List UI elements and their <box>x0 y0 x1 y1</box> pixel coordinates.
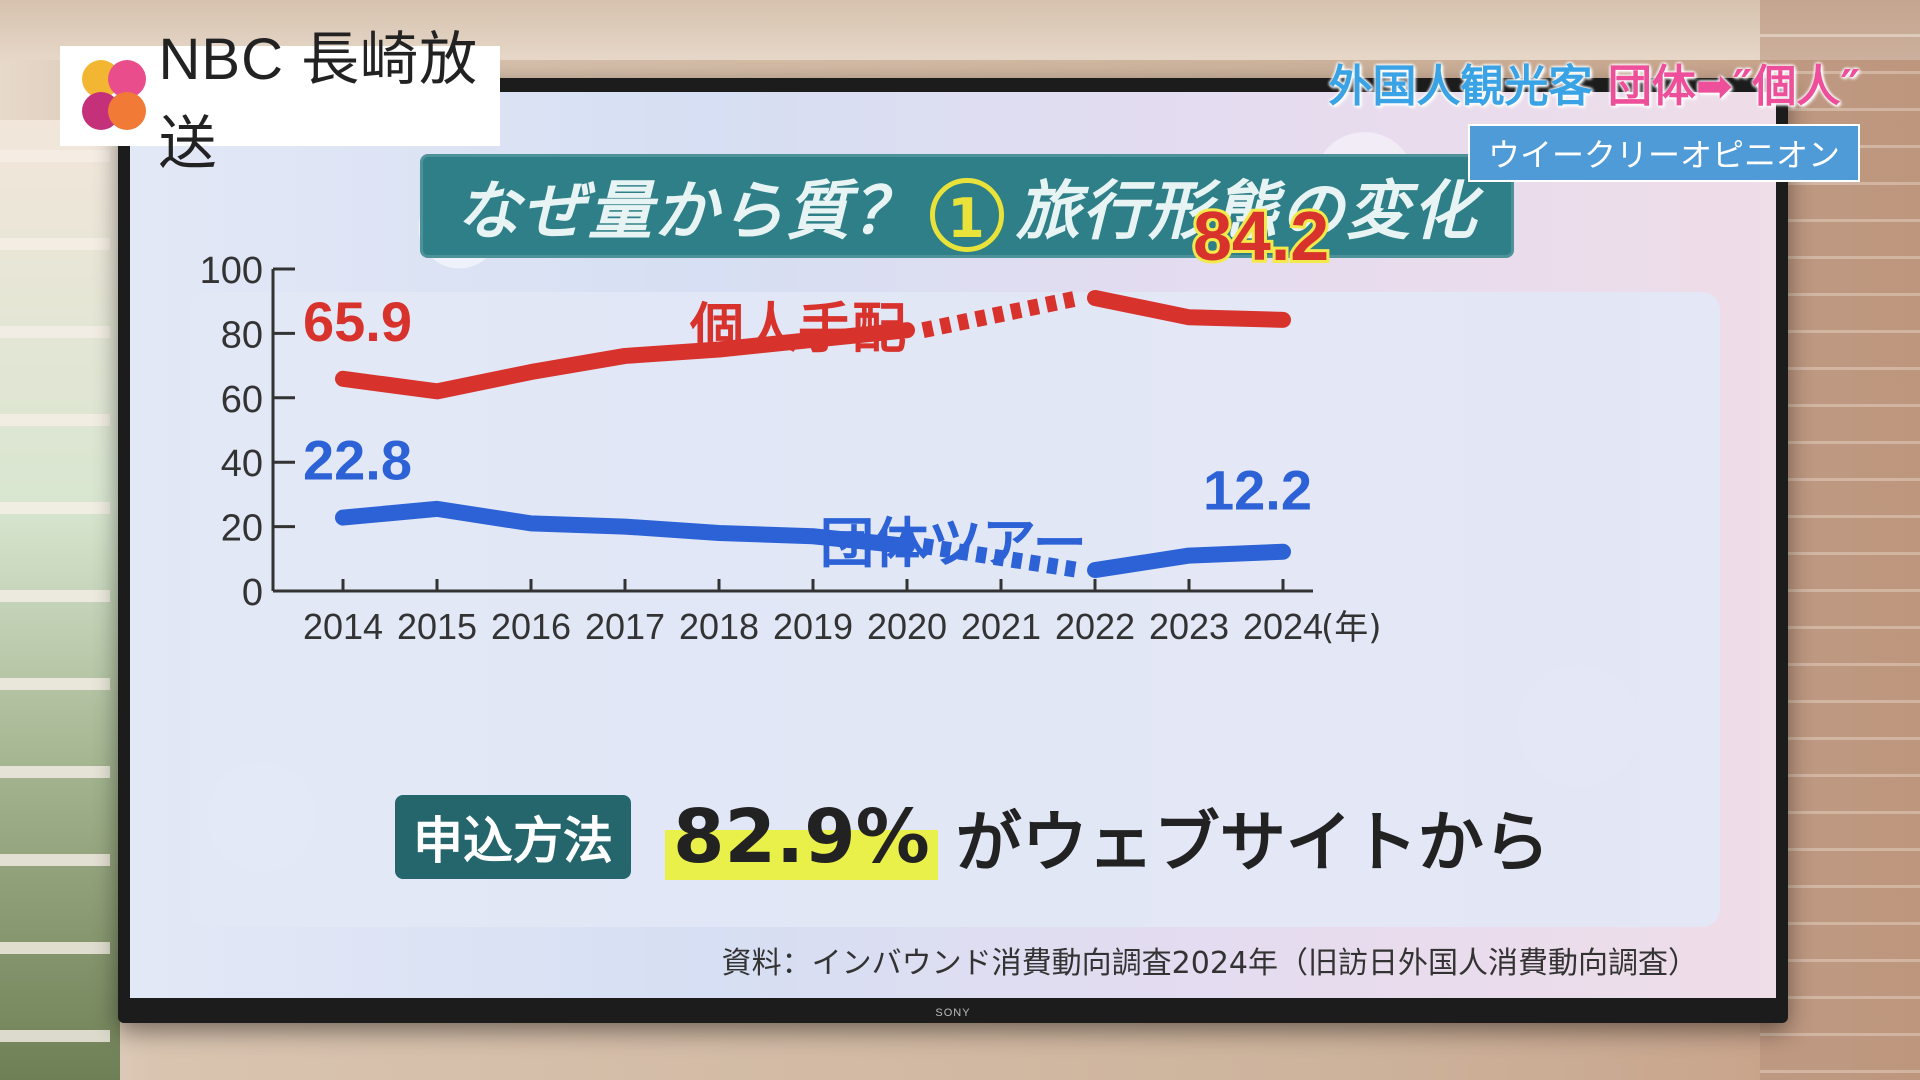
x-tick-label-2018: 2018 <box>679 606 759 647</box>
series-group-dashed-line <box>921 538 1081 578</box>
series-group-line-b <box>1087 543 1291 579</box>
tv-brand: SONY <box>935 1007 971 1019</box>
x-tick-label-2023: 2023 <box>1149 606 1229 647</box>
y-tick-label-100: 100 <box>200 250 263 292</box>
title-number: 1 <box>930 178 1004 253</box>
x-tick-label-2017: 2017 <box>585 606 665 647</box>
x-tick-label-2020: 2020 <box>867 606 947 647</box>
source-note: 資料：インバウンド消費動向調査2024年（旧訪日外国人消費動向調査） <box>721 946 1698 981</box>
data-label-individual-2014: 65.9 <box>303 290 412 353</box>
tv-screen: なぜ量から質？ 1 旅行形態の変化 0 20 40 60 80 100 2014 2015 2016… <box>130 92 1776 998</box>
note-badge: 申込方法 <box>395 795 631 879</box>
title-topic: 旅行形態の変化 <box>1016 174 1478 249</box>
y-tick-label-80: 80 <box>221 314 263 356</box>
page-title: なぜ量から質？ 1 旅行形態の変化 <box>456 160 1478 253</box>
caption-part1: 外国人観光客 <box>1328 61 1593 112</box>
nbc-logo-icon <box>74 58 146 134</box>
line-chart: 0 20 40 60 80 100 2014 2015 2016 2017 2018 2019 2020… <box>200 194 1382 648</box>
station-logo: NBC 長崎放送 <box>60 27 500 176</box>
x-tick-label-2015: 2015 <box>397 606 477 647</box>
y-tick-label-40: 40 <box>221 443 263 485</box>
x-tick-label-2022: 2022 <box>1055 606 1135 647</box>
note-text: がウェブサイトから <box>955 804 1550 881</box>
series-group-line-a <box>335 500 915 554</box>
application-method-note: 申込方法 82.9% がウェブサイトから <box>395 792 1550 882</box>
x-axis-unit: (年) <box>1321 608 1382 648</box>
series-individual-line-b <box>1087 289 1291 328</box>
x-tick-label-2016: 2016 <box>491 606 571 647</box>
y-tick-label-20: 20 <box>221 508 263 550</box>
x-tick-label-2021: 2021 <box>961 606 1041 647</box>
station-name: NBC 長崎放送 <box>158 27 479 176</box>
program-caption: 外国人観光客 団体➡″個人″ ウイークリーオピニオン <box>1328 50 1860 182</box>
title-banner: なぜ量から質？ 1 旅行形態の変化 <box>420 154 1514 258</box>
title-question: なぜ量から質？ <box>456 174 918 249</box>
x-tick-label-2014: 2014 <box>303 606 383 647</box>
caption-part2: 団体➡″個人″ <box>1607 61 1860 112</box>
series-group-name: 団体ツアー <box>820 512 1087 575</box>
y-tick-label-60: 60 <box>221 379 263 421</box>
series-individual-name: 個人手配 <box>689 297 906 360</box>
tv-monitor: なぜ量から質？ 1 旅行形態の変化 0 20 40 60 80 100 2014 2015 2016… <box>118 78 1788 1023</box>
caption-headline: 外国人観光客 団体➡″個人″ <box>1328 50 1860 114</box>
series-individual-line-a <box>335 322 915 400</box>
data-label-group-2024: 12.2 <box>1203 459 1312 522</box>
x-tick-label-2024: 2024 <box>1243 606 1323 647</box>
y-tick-label-0: 0 <box>242 572 263 614</box>
data-label-individual-2024: 84.2 <box>1193 197 1329 275</box>
note-percent: 82.9% <box>665 794 938 880</box>
window-frame <box>0 150 110 1080</box>
series-individual-dashed-line <box>921 290 1081 339</box>
x-tick-label-2019: 2019 <box>773 606 853 647</box>
caption-subtitle: ウイークリーオピニオン <box>1467 124 1860 182</box>
data-label-group-2014: 22.8 <box>303 429 412 492</box>
